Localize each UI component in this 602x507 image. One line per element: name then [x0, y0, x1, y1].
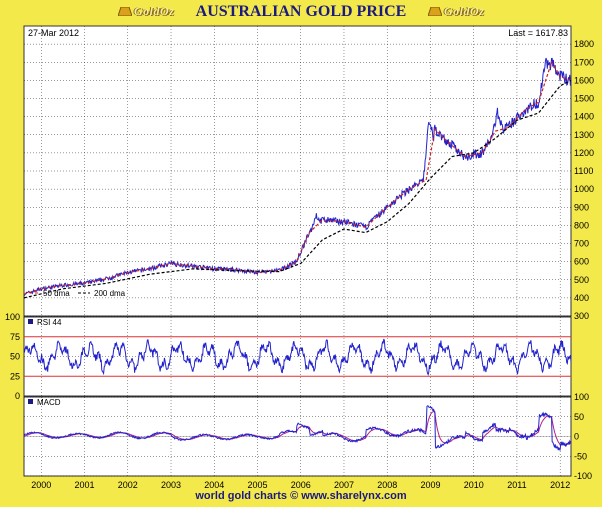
legend-200dma-label: 200 dma — [94, 289, 126, 298]
x-tick-label: 2008 — [377, 480, 397, 490]
price-y-tick-label: 900 — [574, 202, 589, 212]
price-y-tick-label: 300 — [574, 311, 589, 321]
chart-header: GoldOz AUSTRALIAN GOLD PRICE GoldOz — [0, 0, 602, 24]
rsi-series-line — [23, 338, 572, 376]
macd-y-tick-label: 100 — [574, 392, 589, 402]
macd-label: MACD — [37, 398, 61, 407]
x-tick-label: 2011 — [507, 480, 526, 490]
legend-50dma-label: 50 dma — [43, 289, 70, 298]
axis-labels: 2000 2001 2002 2003 2004 2005 2006 2007 2008 2009… — [5, 39, 594, 490]
footer-credit: world gold charts © www.sharelynx.com — [195, 490, 407, 502]
ma50-series-line — [23, 60, 572, 295]
x-tick-label: 2010 — [464, 480, 484, 490]
macd-signal-line — [23, 410, 572, 446]
macd-y-tick-label: 0 — [574, 432, 579, 442]
x-tick-label: 2004 — [204, 480, 224, 490]
gold-bar-icon — [118, 7, 132, 16]
x-tick-label: 2003 — [161, 480, 181, 490]
gold-bar-icon — [428, 7, 442, 16]
macd-y-tick-label: -100 — [574, 471, 592, 481]
rsi-label: RSI 44 — [37, 318, 62, 327]
x-tick-label: 2007 — [334, 480, 354, 490]
price-legend: 50 dma 200 dma — [30, 289, 126, 298]
macd-y-tick-label: -50 — [574, 451, 587, 461]
rsi-y-tick-label: 100 — [5, 312, 20, 322]
price-y-tick-label: 1600 — [574, 75, 594, 85]
price-y-tick-label: 600 — [574, 257, 589, 267]
price-y-tick-label: 1800 — [574, 39, 594, 49]
price-y-tick-label: 1300 — [574, 130, 594, 140]
date-label: 27-Mar 2012 — [28, 28, 79, 38]
rsi-y-tick-label: 0 — [15, 391, 20, 401]
ma200-series-line — [23, 79, 572, 299]
x-tick-label: 2012 — [550, 480, 570, 490]
rsi-legend-swatch — [28, 319, 33, 324]
x-tick-label: 2005 — [247, 480, 267, 490]
price-y-tick-label: 1400 — [574, 112, 594, 122]
x-tick-label: 2009 — [420, 480, 440, 490]
price-y-tick-label: 500 — [574, 275, 589, 285]
rsi-y-tick-label: 50 — [10, 352, 20, 362]
x-tick-label: 2001 — [75, 480, 95, 490]
x-tick-label: 2006 — [291, 480, 311, 490]
price-y-tick-label: 1500 — [574, 94, 594, 104]
macd-y-tick-label: 50 — [574, 412, 584, 422]
price-y-tick-label: 800 — [574, 220, 589, 230]
price-y-tick-label: 1100 — [574, 166, 593, 176]
chart-title: AUSTRALIAN GOLD PRICE — [195, 3, 407, 20]
price-y-tick-label: 1700 — [574, 57, 594, 67]
rsi-y-tick-label: 25 — [10, 371, 20, 381]
price-y-tick-label: 400 — [574, 293, 589, 303]
goldoz-logo-left: GoldOz — [118, 4, 174, 19]
x-tick-label: 2000 — [31, 480, 51, 490]
goldoz-logo-right: GoldOz — [428, 4, 484, 19]
macd-legend-swatch — [28, 399, 33, 404]
price-y-tick-label: 1000 — [574, 184, 594, 194]
x-tick-label: 2002 — [118, 480, 138, 490]
price-y-tick-label: 700 — [574, 239, 589, 249]
rsi-y-tick-label: 75 — [10, 332, 20, 342]
price-y-tick-label: 1200 — [574, 148, 594, 158]
last-price-label: Last = 1617.83 — [508, 28, 568, 38]
macd-series-line — [23, 405, 572, 451]
